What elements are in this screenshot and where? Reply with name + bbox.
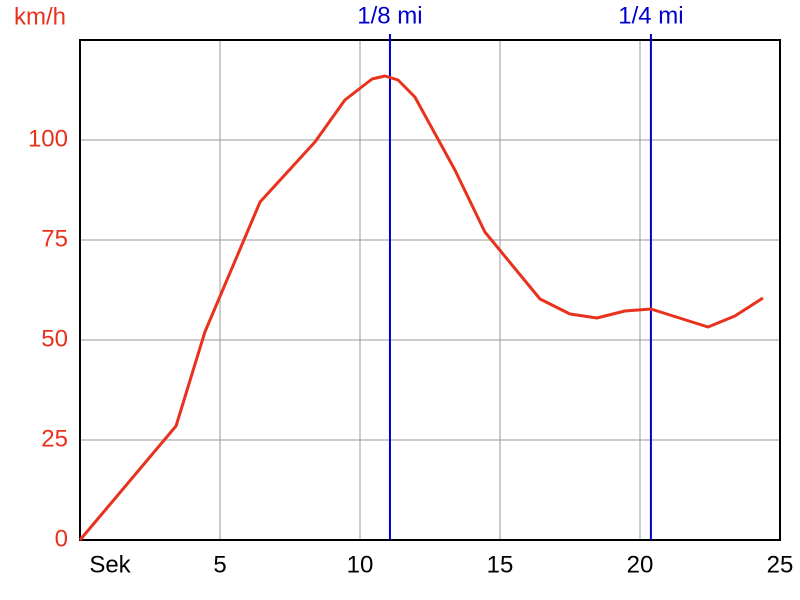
y-tick-label: 25 bbox=[41, 425, 68, 452]
data-line bbox=[78, 74, 764, 541]
y-axis-label: km/h bbox=[14, 3, 66, 30]
x-tick-label: 20 bbox=[627, 551, 654, 578]
x-tick-label: 25 bbox=[767, 551, 794, 578]
x-tick-label: 5 bbox=[213, 551, 226, 578]
y-tick-label: 100 bbox=[28, 125, 68, 152]
x-tick-label: 10 bbox=[347, 551, 374, 578]
plot-frame bbox=[79, 39, 781, 541]
distance-marker-label: 1/4 mi bbox=[618, 2, 683, 29]
distance-marker-label: 1/8 mi bbox=[357, 2, 422, 29]
x-tick-label: 15 bbox=[487, 551, 514, 578]
x-axis-label: Sek bbox=[89, 551, 131, 578]
y-tick-label: 50 bbox=[41, 325, 68, 352]
y-tick-label: 0 bbox=[55, 525, 68, 552]
y-tick-label: 75 bbox=[41, 225, 68, 252]
